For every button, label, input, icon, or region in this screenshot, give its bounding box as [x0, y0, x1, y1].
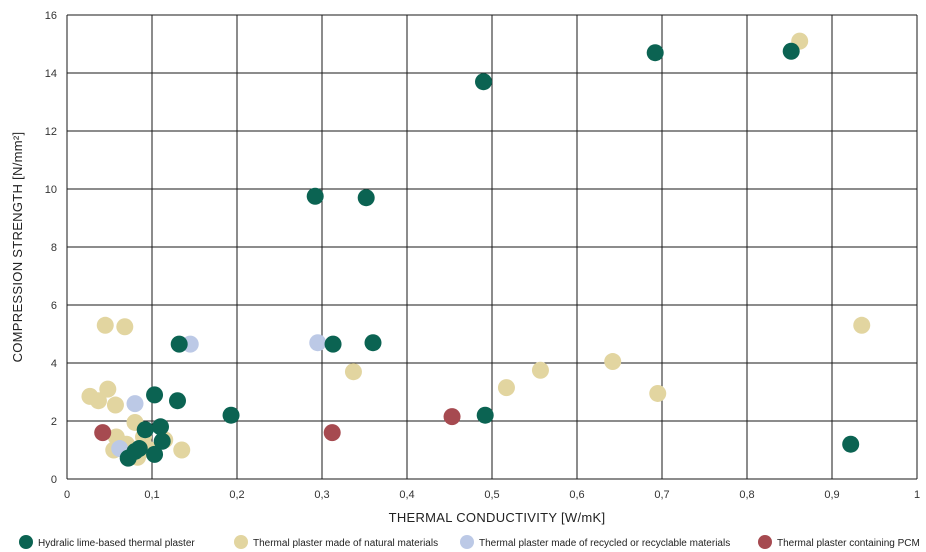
point-thermal-plaster-made-of-natural-materials [649, 384, 667, 402]
legend-label-thermal-plaster-made-of-natural-materials: Thermal plaster made of natural material… [253, 538, 438, 549]
point-hydralic-lime-based-thermal-plaster [222, 406, 240, 424]
point-thermal-plaster-made-of-natural-materials [604, 353, 622, 371]
point-thermal-plaster-made-of-recycled-or-recyclable-materials [126, 395, 144, 413]
point-thermal-plaster-containing-pcm [94, 424, 112, 442]
x-tick-label: 0,3 [314, 489, 329, 501]
x-tick-label: 0,2 [229, 489, 244, 501]
point-hydralic-lime-based-thermal-plaster [170, 335, 188, 353]
y-tick-label: 10 [45, 184, 57, 196]
legend-label-thermal-plaster-containing-pcm: Thermal plaster containing PCM [777, 538, 920, 549]
x-tick-label: 0,1 [144, 489, 159, 501]
point-thermal-plaster-made-of-natural-materials [99, 380, 117, 398]
point-thermal-plaster-made-of-natural-materials [96, 316, 114, 334]
point-hydralic-lime-based-thermal-plaster [842, 435, 860, 453]
y-tick-label: 16 [45, 10, 57, 22]
point-hydralic-lime-based-thermal-plaster [646, 44, 664, 62]
point-thermal-plaster-made-of-recycled-or-recyclable-materials [309, 334, 327, 352]
legend-label-thermal-plaster-made-of-recycled-or-recyclable-materials: Thermal plaster made of recycled or recy… [479, 538, 730, 549]
x-tick-label: 0,6 [569, 489, 584, 501]
point-thermal-plaster-made-of-natural-materials [116, 318, 134, 336]
y-axis-label: COMPRESSION STRENGTH [N/mm²] [10, 132, 25, 363]
point-hydralic-lime-based-thermal-plaster [136, 421, 154, 439]
point-thermal-plaster-containing-pcm [443, 408, 461, 426]
point-thermal-plaster-made-of-natural-materials [106, 396, 124, 414]
x-tick-label: 0,7 [654, 489, 669, 501]
point-thermal-plaster-made-of-natural-materials [853, 316, 871, 334]
point-hydralic-lime-based-thermal-plaster [306, 187, 324, 205]
x-axis-label: THERMAL CONDUCTIVITY [W/mK] [389, 510, 606, 525]
legend-label-hydralic-lime-based-thermal-plaster: Hydralic lime-based thermal plaster [38, 538, 195, 549]
x-tick-label: 0 [64, 489, 70, 501]
point-thermal-plaster-made-of-natural-materials [497, 379, 515, 397]
point-thermal-plaster-made-of-natural-materials [531, 361, 549, 379]
point-hydralic-lime-based-thermal-plaster [146, 386, 164, 404]
y-tick-label: 8 [51, 242, 57, 254]
point-hydralic-lime-based-thermal-plaster [475, 73, 492, 91]
point-hydralic-lime-based-thermal-plaster [476, 406, 494, 424]
point-hydralic-lime-based-thermal-plaster [364, 334, 382, 352]
point-hydralic-lime-based-thermal-plaster [152, 418, 169, 436]
y-tick-label: 12 [45, 126, 57, 138]
point-hydralic-lime-based-thermal-plaster [146, 445, 164, 463]
y-tick-label: 6 [51, 300, 57, 312]
x-tick-label: 0,5 [484, 489, 499, 501]
point-thermal-plaster-made-of-natural-materials [173, 441, 191, 459]
legend-marker-hydralic-lime-based-thermal-plaster [19, 535, 33, 549]
x-tick-label: 0,9 [824, 489, 839, 501]
legend-marker-thermal-plaster-containing-pcm [758, 535, 772, 549]
legend-marker-thermal-plaster-made-of-recycled-or-recyclable-materials [460, 535, 474, 549]
x-tick-label: 0,8 [739, 489, 754, 501]
y-tick-label: 2 [51, 416, 57, 428]
x-tick-labels: 0 0,1 0,2 0,3 0,4 0,5 0,6 0,7 0,8 0,9 1 [64, 489, 920, 501]
point-thermal-plaster-made-of-natural-materials [89, 392, 107, 410]
x-tick-label: 1 [914, 489, 920, 501]
point-hydralic-lime-based-thermal-plaster [153, 432, 171, 450]
point-hydralic-lime-based-thermal-plaster [782, 42, 800, 60]
point-thermal-plaster-made-of-natural-materials [344, 363, 362, 381]
point-hydralic-lime-based-thermal-plaster [169, 392, 186, 410]
point-hydralic-lime-based-thermal-plaster [130, 440, 148, 458]
y-tick-labels: 0 2 4 6 8 10 12 14 16 [45, 10, 57, 486]
point-hydralic-lime-based-thermal-plaster [324, 335, 342, 353]
point-thermal-plaster-containing-pcm [323, 424, 341, 442]
data-points [81, 32, 871, 467]
y-tick-label: 4 [51, 358, 57, 370]
legend-marker-thermal-plaster-made-of-natural-materials [234, 535, 248, 549]
y-tick-label: 0 [51, 474, 57, 486]
grid-lines [66, 14, 918, 480]
point-hydralic-lime-based-thermal-plaster [357, 189, 375, 207]
legend: Hydralic lime-based thermal plaster Therm… [19, 535, 920, 549]
x-tick-label: 0,4 [399, 489, 414, 501]
y-tick-label: 14 [45, 68, 57, 80]
